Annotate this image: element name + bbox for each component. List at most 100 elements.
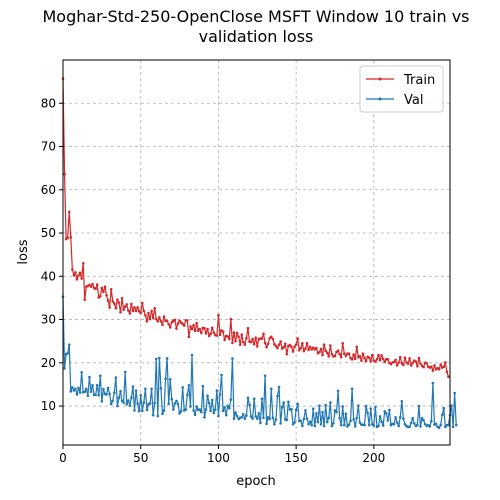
train-point <box>301 342 304 345</box>
val-point <box>123 370 127 374</box>
val-point <box>274 418 278 421</box>
x-tick-label: 100 <box>207 451 230 465</box>
train-point <box>361 352 365 356</box>
train-point <box>193 329 197 333</box>
val-point <box>422 419 425 422</box>
val-point <box>67 343 71 346</box>
y-tick-label: 70 <box>41 140 56 154</box>
legend-val-label: Val <box>404 93 423 108</box>
val-point <box>100 400 104 403</box>
val-point <box>105 393 108 396</box>
train-point <box>221 330 225 333</box>
train-point <box>439 363 442 366</box>
val-point <box>154 357 158 361</box>
train-point <box>249 340 253 344</box>
train-point <box>99 294 102 298</box>
val-point <box>168 377 172 381</box>
val-point <box>145 408 149 412</box>
train-point <box>74 271 77 274</box>
train-point <box>91 282 94 286</box>
val-point <box>179 409 183 413</box>
val-point <box>172 408 175 411</box>
val-point <box>339 423 343 427</box>
train-point <box>240 333 244 336</box>
train-point <box>71 268 74 271</box>
val-point <box>224 413 228 417</box>
val-point <box>442 406 446 410</box>
val-point <box>251 417 254 420</box>
train-point <box>279 340 282 343</box>
val-point <box>419 425 422 428</box>
val-point <box>133 409 136 412</box>
train-point <box>442 365 446 369</box>
val-point <box>109 402 113 406</box>
train-point <box>95 283 99 286</box>
train-point <box>109 287 113 291</box>
train-point <box>165 319 169 323</box>
val-point <box>440 413 444 417</box>
train-point <box>402 363 405 367</box>
val-point <box>412 422 416 425</box>
train-point <box>283 342 287 346</box>
train-point <box>360 359 363 362</box>
val-point <box>156 414 160 418</box>
val-point <box>203 416 206 419</box>
train-point <box>297 348 301 352</box>
val-point <box>319 422 323 426</box>
val-point <box>257 412 261 415</box>
train-point <box>304 347 307 350</box>
train-point <box>378 358 382 362</box>
train-point <box>255 345 259 348</box>
train-point <box>151 316 155 320</box>
train-point <box>358 355 362 358</box>
train-point <box>78 271 82 275</box>
train-point <box>411 361 415 365</box>
train-point <box>67 210 71 214</box>
val-point <box>204 408 208 411</box>
val-point <box>75 393 79 396</box>
val-point <box>265 422 268 426</box>
train-point <box>189 325 192 328</box>
val-point <box>231 357 234 360</box>
train-point <box>262 332 265 336</box>
train-point <box>310 348 313 351</box>
train-point <box>215 334 219 337</box>
train-point <box>187 335 191 339</box>
train-point <box>173 318 177 322</box>
series-val <box>61 295 458 430</box>
train-point <box>192 323 195 327</box>
train-point <box>139 311 143 315</box>
train-point <box>324 349 327 353</box>
train-point <box>106 299 110 302</box>
val-point <box>175 399 178 403</box>
val-point <box>271 416 275 420</box>
train-point <box>137 310 141 313</box>
val-point <box>128 404 132 407</box>
train-point <box>321 353 324 357</box>
val-point <box>263 374 267 378</box>
train-point <box>293 345 296 349</box>
train-point <box>128 312 132 315</box>
train-point <box>406 362 410 365</box>
train-point <box>430 365 433 369</box>
val-point <box>206 394 209 397</box>
train-point <box>89 285 93 288</box>
val-point <box>276 394 279 398</box>
val-point <box>114 376 118 379</box>
val-point <box>290 407 293 411</box>
train-point <box>311 346 315 349</box>
train-point <box>140 301 144 305</box>
train-point <box>344 354 348 358</box>
train-point <box>370 353 374 357</box>
train-point <box>234 339 237 343</box>
train-point <box>394 358 397 362</box>
val-point <box>189 405 192 408</box>
val-point <box>89 390 93 394</box>
train-point <box>232 331 236 334</box>
val-point <box>431 381 435 385</box>
val-point <box>352 418 355 421</box>
train-point <box>381 357 385 361</box>
val-point <box>336 389 340 393</box>
train-point <box>178 319 181 323</box>
train-point <box>229 317 233 321</box>
